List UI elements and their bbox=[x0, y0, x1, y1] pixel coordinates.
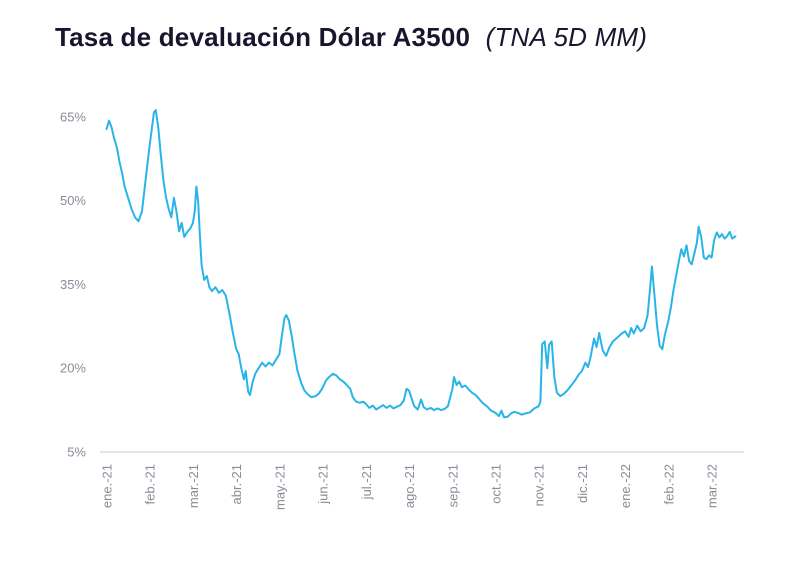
x-tick-label: ene.-22 bbox=[618, 464, 633, 508]
x-tick-label: feb.-22 bbox=[661, 464, 676, 504]
y-tick-label: 20% bbox=[60, 361, 86, 376]
x-tick-label: oct.-21 bbox=[488, 464, 503, 504]
x-tick-label: jul.-21 bbox=[359, 464, 374, 500]
chart-title: Tasa de devaluación Dólar A3500 (TNA 5D … bbox=[55, 22, 647, 53]
x-tick-label: sep.-21 bbox=[445, 464, 460, 507]
y-tick-label: 35% bbox=[60, 277, 86, 292]
x-tick-label: ene.-21 bbox=[99, 464, 114, 508]
x-tick-label: dic.-21 bbox=[575, 464, 590, 503]
x-tick-label: mar.-22 bbox=[705, 464, 720, 508]
x-tick-label: jun.-21 bbox=[316, 464, 331, 505]
y-tick-label: 65% bbox=[60, 109, 86, 124]
chart-title-subtitle: (TNA 5D MM) bbox=[485, 22, 648, 52]
line-chart: 5% 20% 35% 50% 65% ene.-21 feb.-21 mar.-21 abr.-… bbox=[28, 72, 772, 552]
x-tick-label: abr.-21 bbox=[229, 464, 244, 504]
y-tick-label: 5% bbox=[67, 445, 86, 460]
chart-title-main: Tasa de devaluación Dólar A3500 bbox=[55, 22, 471, 52]
y-tick-label: 50% bbox=[60, 193, 86, 208]
series-line-tna-5d-mm bbox=[105, 109, 737, 419]
x-tick-label: mar.-21 bbox=[186, 464, 201, 508]
x-tick-label: nov.-21 bbox=[532, 464, 547, 506]
x-tick-label: ago.-21 bbox=[402, 464, 417, 508]
x-tick-label: may.-21 bbox=[272, 464, 287, 510]
x-tick-label: feb.-21 bbox=[143, 464, 158, 504]
chart-svg: 5% 20% 35% 50% 65% ene.-21 feb.-21 mar.-21 abr.-… bbox=[60, 109, 744, 510]
